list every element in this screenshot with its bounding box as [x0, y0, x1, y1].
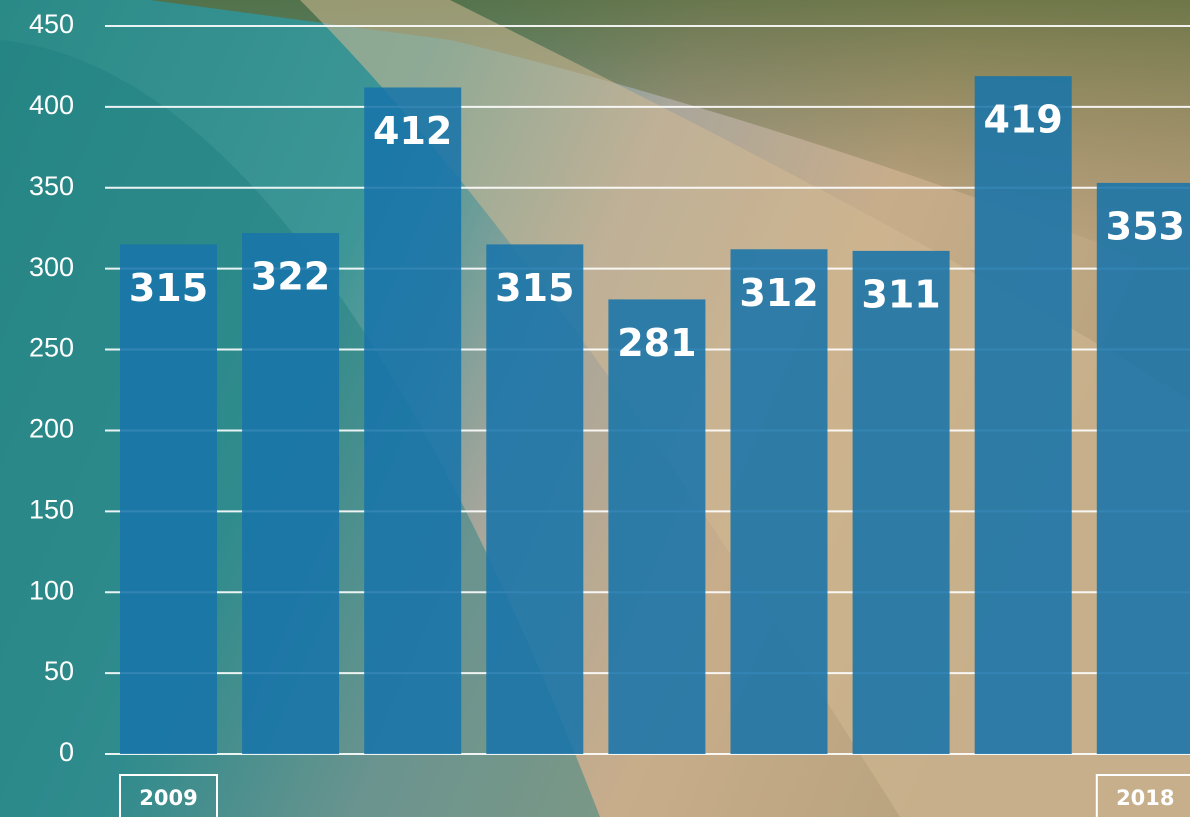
bar: [364, 87, 462, 754]
bar: [1096, 182, 1190, 754]
y-tick-label: 100: [29, 575, 74, 605]
year-box: [1095, 774, 1190, 817]
bar: [486, 244, 584, 754]
y-tick-label: 50: [44, 656, 74, 686]
value-label: 315: [129, 266, 208, 310]
value-label: 281: [617, 321, 696, 365]
value-label: 322: [251, 255, 330, 299]
bar: [974, 76, 1072, 754]
bar: [242, 233, 340, 754]
year-box: [119, 774, 218, 817]
background-land: [150, 0, 1190, 280]
value-label: 312: [739, 271, 818, 315]
bar: [730, 249, 828, 754]
y-tick-label: 0: [59, 737, 74, 767]
value-label: 311: [861, 272, 940, 316]
bar: [608, 299, 706, 754]
value-label: 315: [495, 266, 574, 310]
y-tick-label: 350: [29, 171, 74, 201]
y-tick-label: 200: [29, 414, 74, 444]
value-label: 412: [373, 109, 452, 153]
value-label: 353: [1106, 204, 1185, 248]
y-tick-label: 250: [29, 333, 74, 363]
value-label: 419: [984, 98, 1063, 142]
y-tick-label: 300: [29, 252, 74, 282]
y-tick-label: 150: [29, 494, 74, 524]
bar: [120, 244, 217, 754]
y-tick-label: 400: [29, 90, 74, 120]
x-tick-label: 2018: [1116, 786, 1174, 810]
bar: [852, 250, 950, 755]
x-tick-label: 2009: [139, 786, 197, 810]
y-tick-label: 450: [29, 9, 74, 39]
bars: 315 2009 322 412 315 281 312 311 419 353 2018: [119, 76, 1190, 817]
